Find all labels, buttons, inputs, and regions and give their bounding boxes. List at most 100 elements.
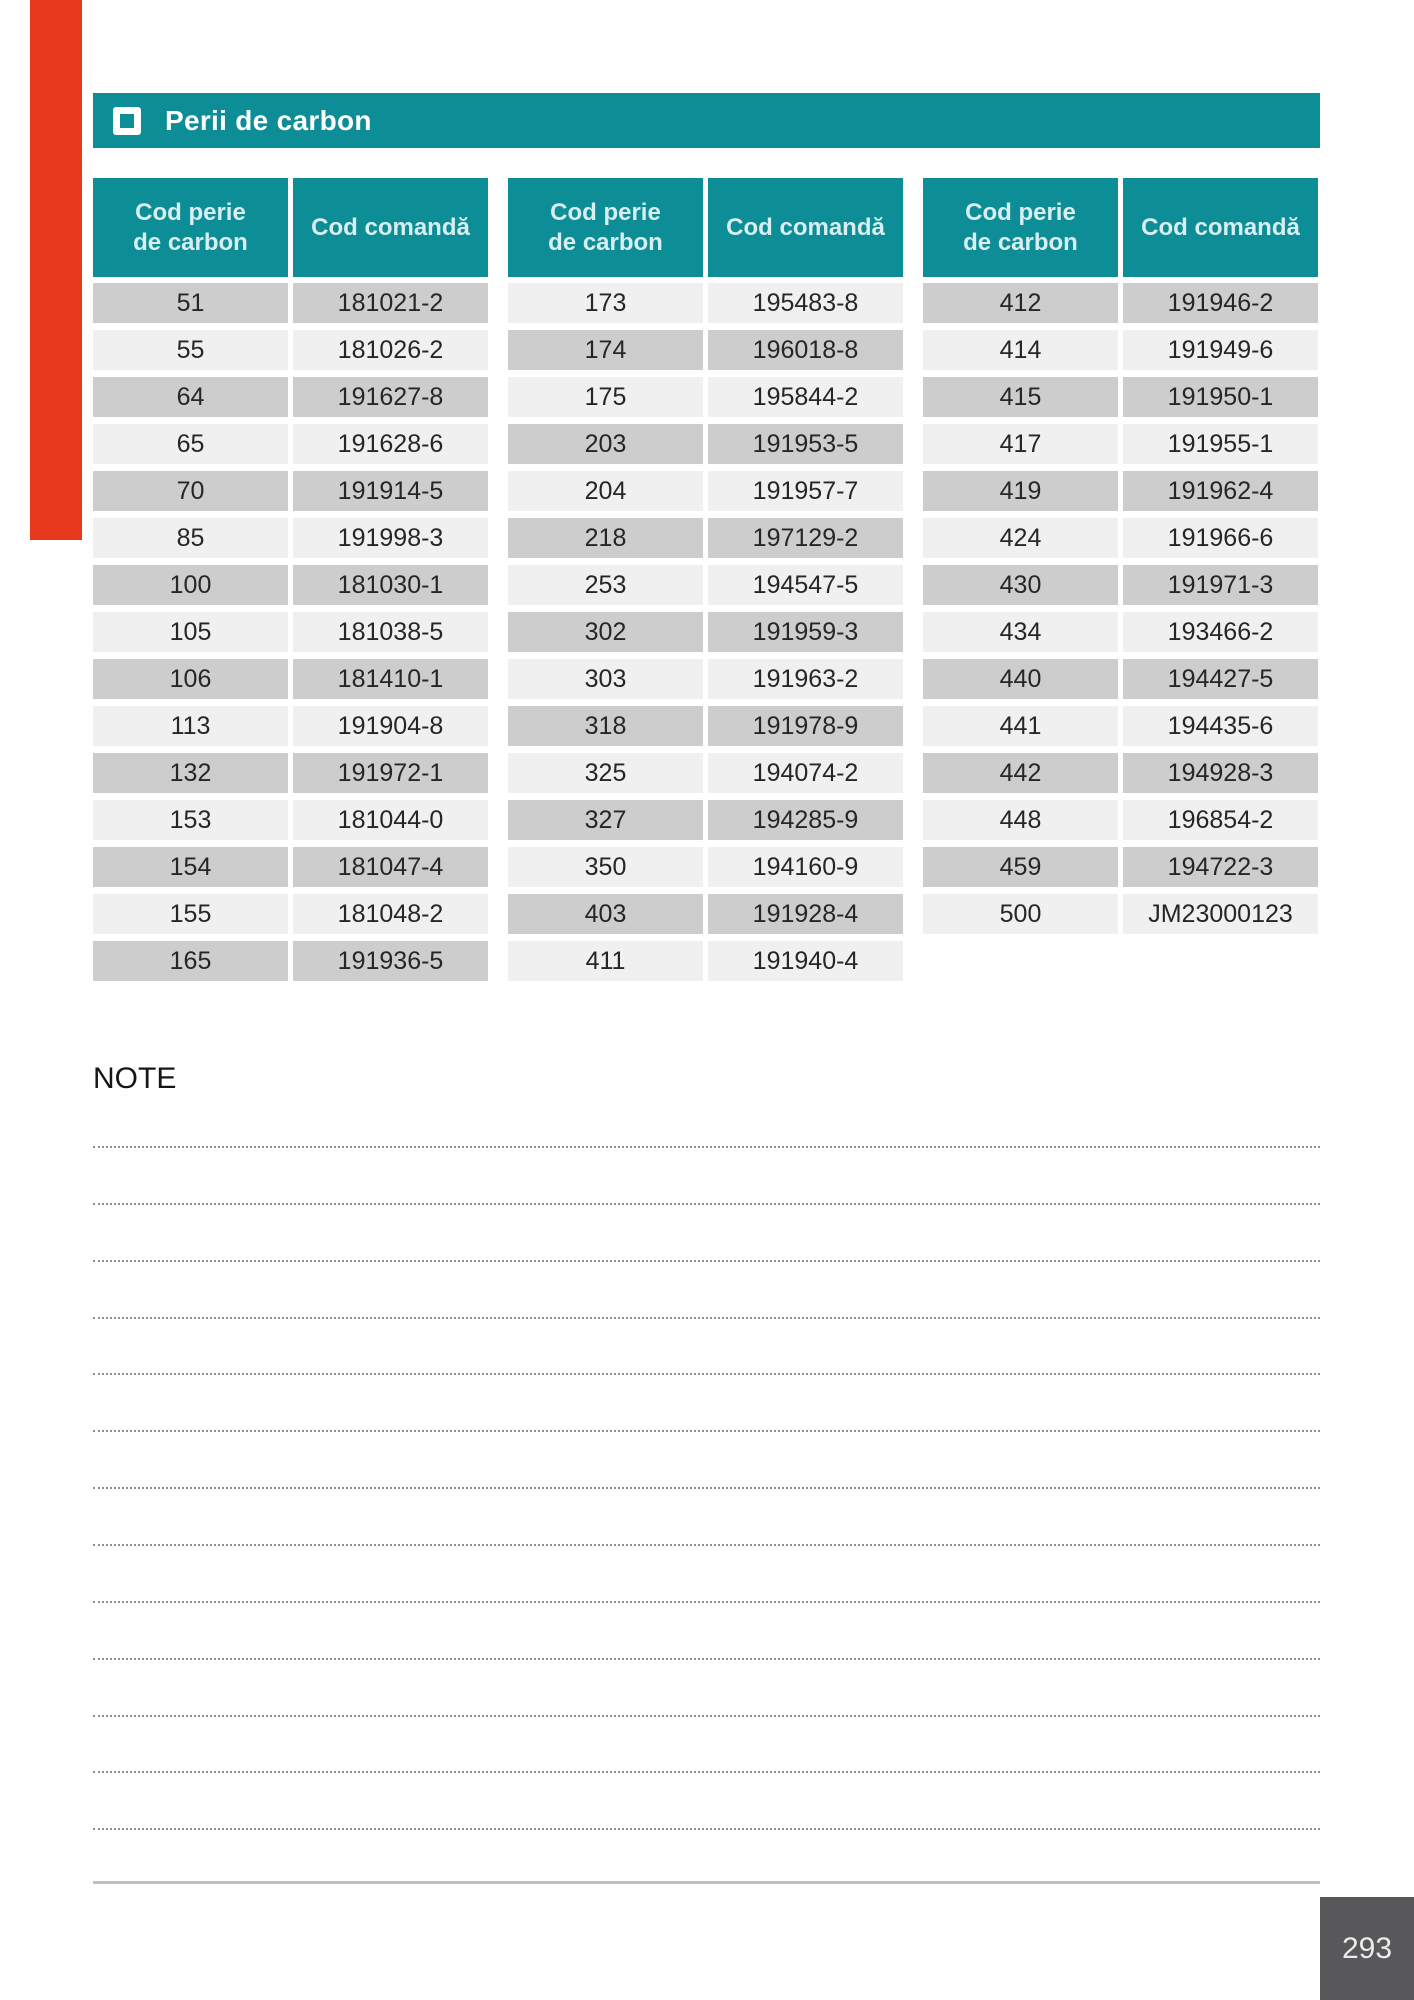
table-row: 174 196018-8 [508,330,903,370]
order-code-cell: 193466-2 [1123,612,1318,652]
table-row: 411 191940-4 [508,941,903,981]
parts-table-2: Cod perie de carbon Cod comandă 173 195483-8… [508,178,903,981]
brush-code-cell: 173 [508,283,703,323]
order-code-cell: 191904-8 [293,706,488,746]
section-tab [30,0,82,540]
brush-code-cell: 105 [93,612,288,652]
table-row: 113 191904-8 [93,706,488,746]
brush-code-cell: 85 [93,518,288,558]
order-code-cell: 194074-2 [708,753,903,793]
table-row: 417 191955-1 [923,424,1318,464]
note-ruled-line [93,1146,1320,1148]
brush-code-cell: 203 [508,424,703,464]
table-row: 500 JM23000123 [923,894,1318,934]
page-title: Perii de carbon [165,104,372,136]
table-row: 434 193466-2 [923,612,1318,652]
brush-code-cell: 440 [923,659,1118,699]
order-code-cell: 196018-8 [708,330,903,370]
page-number: 293 [1341,1931,1393,1965]
order-code-cell: 191966-6 [1123,518,1318,558]
column-header-cod-comanda: Cod comandă [708,178,903,277]
brush-code-cell: 441 [923,706,1118,746]
order-code-cell: 191936-5 [293,941,488,981]
table-row: 442 194928-3 [923,753,1318,793]
order-code-cell: 191959-3 [708,612,903,652]
table-row: 204 191957-7 [508,471,903,511]
table-row: 424 191966-6 [923,518,1318,558]
table-row: 403 191928-4 [508,894,903,934]
note-ruled-line [93,1317,1320,1319]
order-code-cell: 191998-3 [293,518,488,558]
brush-code-cell: 64 [93,377,288,417]
order-code-cell: 191963-2 [708,659,903,699]
brush-code-cell: 55 [93,330,288,370]
brush-code-cell: 500 [923,894,1118,934]
brush-code-cell: 415 [923,377,1118,417]
brush-code-cell: 430 [923,565,1118,605]
order-code-cell: 196854-2 [1123,800,1318,840]
order-code-cell: 191971-3 [1123,565,1318,605]
brush-code-cell: 155 [93,894,288,934]
order-code-cell: 191628-6 [293,424,488,464]
brush-code-cell: 411 [508,941,703,981]
brush-code-cell: 302 [508,612,703,652]
table-row: 85 191998-3 [93,518,488,558]
order-code-cell: 191928-4 [708,894,903,934]
brush-code-cell: 175 [508,377,703,417]
table-row: 51 181021-2 [93,283,488,323]
brush-code-cell: 154 [93,847,288,887]
table-row: 106 181410-1 [93,659,488,699]
table-row: 175 195844-2 [508,377,903,417]
note-ruled-line [93,1715,1320,1717]
table-row: 165 191936-5 [93,941,488,981]
note-ruled-line [93,1260,1320,1262]
brush-code-cell: 218 [508,518,703,558]
order-code-cell: 194722-3 [1123,847,1318,887]
brush-code-cell: 325 [508,753,703,793]
table-row: 414 191949-6 [923,330,1318,370]
order-code-cell: 181038-5 [293,612,488,652]
column-header-cod-comanda: Cod comandă [1123,178,1318,277]
brush-code-cell: 174 [508,330,703,370]
brush-code-cell: 434 [923,612,1118,652]
brush-code-cell: 70 [93,471,288,511]
table-header-row: Cod perie de carbon Cod comandă [93,178,488,277]
order-code-cell: 194160-9 [708,847,903,887]
order-code-cell: 191962-4 [1123,471,1318,511]
brush-code-cell: 132 [93,753,288,793]
note-ruled-line [93,1430,1320,1432]
order-code-cell: 191955-1 [1123,424,1318,464]
order-code-cell: 181044-0 [293,800,488,840]
table-row: 70 191914-5 [93,471,488,511]
order-code-cell: 191940-4 [708,941,903,981]
table-row: 302 191959-3 [508,612,903,652]
table-row: 173 195483-8 [508,283,903,323]
parts-table-3: Cod perie de carbon Cod comandă 412 191946-2… [923,178,1318,934]
table-row: 325 194074-2 [508,753,903,793]
brush-code-cell: 424 [923,518,1118,558]
brush-code-cell: 417 [923,424,1118,464]
brush-code-cell: 350 [508,847,703,887]
note-ruled-line [93,1203,1320,1205]
table-row: 419 191962-4 [923,471,1318,511]
order-code-cell: 197129-2 [708,518,903,558]
page-number-box: 293 [1320,1897,1414,2000]
brush-code-cell: 165 [93,941,288,981]
column-header-cod-comanda: Cod comandă [293,178,488,277]
brush-code-cell: 448 [923,800,1118,840]
table-row: 105 181038-5 [93,612,488,652]
brush-code-cell: 303 [508,659,703,699]
order-code-cell: 191953-5 [708,424,903,464]
table-header-row: Cod perie de carbon Cod comandă [508,178,903,277]
brush-code-cell: 153 [93,800,288,840]
section-title-bar: Perii de carbon [93,93,1320,148]
table-row: 154 181047-4 [93,847,488,887]
order-code-cell: JM23000123 [1123,894,1318,934]
table-row: 440 194427-5 [923,659,1318,699]
note-ruled-line [93,1601,1320,1603]
order-code-cell: 194435-6 [1123,706,1318,746]
table-row: 327 194285-9 [508,800,903,840]
order-code-cell: 181048-2 [293,894,488,934]
table-row: 155 181048-2 [93,894,488,934]
brush-code-cell: 318 [508,706,703,746]
